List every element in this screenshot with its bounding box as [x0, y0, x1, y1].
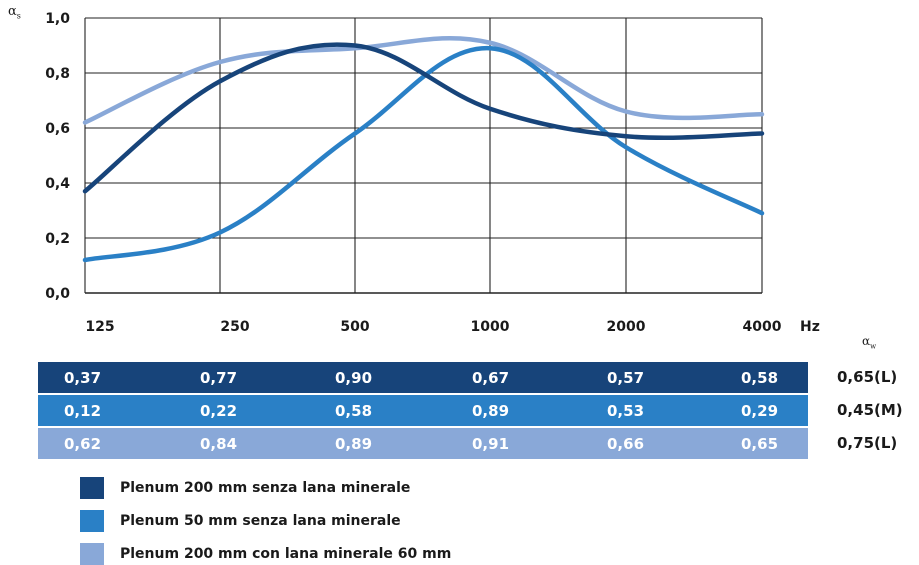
y-tick-label: 1,0	[45, 11, 70, 27]
table-cell: 0,77	[200, 368, 238, 387]
y-tick-label: 0,0	[45, 286, 70, 302]
table-cell: 0,53	[607, 401, 645, 420]
aw-value: 0,65(L)	[837, 368, 898, 386]
table-cell: 0,67	[472, 368, 510, 387]
y-tick-label: 0,8	[45, 66, 70, 82]
table-row: 0,37 0,77 0,90 0,67 0,57 0,58	[38, 362, 808, 393]
table-cell: 0,58	[335, 401, 373, 420]
y-tick-label: 0,4	[45, 176, 70, 192]
series-line-1	[82, 42, 765, 194]
ylabel: αs	[8, 4, 21, 21]
table-row: 0,62 0,84 0,89 0,91 0,66 0,65	[38, 428, 808, 459]
y-tick-label: 0,2	[45, 231, 70, 247]
legend-swatch	[80, 543, 104, 565]
aw-header: αw	[862, 334, 877, 351]
table-cell: 0,58	[741, 368, 779, 387]
series-line-3	[82, 36, 765, 125]
table-cell: 0,89	[472, 401, 510, 420]
aw-value: 0,75(L)	[837, 434, 898, 452]
x-tick-label: 4000	[743, 319, 782, 335]
legend-swatch	[80, 477, 104, 499]
x-tick-label: 2000	[607, 319, 646, 335]
table-cell: 0,29	[741, 401, 779, 420]
x-unit-label: Hz	[800, 319, 820, 335]
legend-label: Plenum 50 mm senza lana minerale	[120, 513, 401, 529]
legend-item: Plenum 50 mm senza lana minerale	[80, 510, 401, 532]
x-tick-label: 125	[85, 319, 114, 335]
line-chart: 0,0 0,2 0,4 0,6 0,8 1,0 125 250 500 1000 2000 4000 H…	[45, 11, 820, 335]
y-tick-label: 0,6	[45, 121, 70, 137]
aw-value: 0,45(M)	[837, 401, 903, 419]
table-cell: 0,37	[64, 368, 102, 387]
table-cell: 0,62	[64, 434, 102, 453]
table-cell: 0,22	[200, 401, 238, 420]
x-tick-label: 500	[340, 319, 369, 335]
table-cell: 0,89	[335, 434, 373, 453]
legend-item: Plenum 200 mm con lana minerale 60 mm	[80, 543, 451, 565]
table-cell: 0,66	[607, 434, 645, 453]
legend-label: Plenum 200 mm senza lana minerale	[120, 480, 411, 496]
table-cell: 0,91	[472, 434, 510, 453]
series-line-2	[82, 45, 765, 263]
table-row: 0,12 0,22 0,58 0,89 0,53 0,29	[38, 395, 808, 426]
legend-swatch	[80, 510, 104, 532]
table-cell: 0,12	[64, 401, 102, 420]
legend-item: Plenum 200 mm senza lana minerale	[80, 477, 410, 499]
x-tick-label: 250	[220, 319, 249, 335]
x-tick-label: 1000	[471, 319, 510, 335]
legend-label: Plenum 200 mm con lana minerale 60 mm	[120, 546, 452, 562]
table-cell: 0,65	[741, 434, 779, 453]
table-cell: 0,57	[607, 368, 645, 387]
table-cell: 0,90	[335, 368, 373, 387]
table-cell: 0,84	[200, 434, 238, 453]
